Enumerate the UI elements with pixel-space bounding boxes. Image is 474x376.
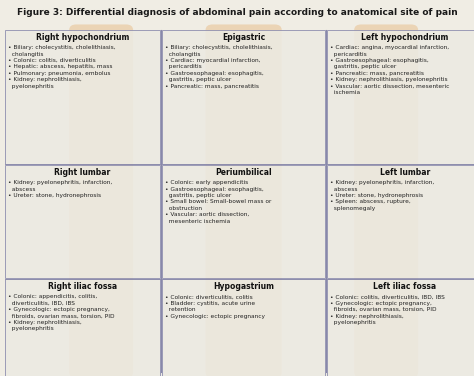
Text: • Colonic: early appendicitis
• Gastroesophageal: esophagitis,
  gastritis, pept: • Colonic: early appendicitis • Gastroes… (165, 180, 271, 223)
Text: • Biliary: cholecystitis, cholelithiasis,
  cholangitis
• Colonic: colitis, dive: • Biliary: cholecystitis, cholelithiasis… (8, 45, 115, 88)
Text: Left hypochondrium: Left hypochondrium (361, 33, 448, 42)
Text: • Colonic: diverticulitis, colitis
• Bladder: cystitis, acute urine
  retention
: • Colonic: diverticulitis, colitis • Bla… (165, 294, 265, 318)
Text: Epigastric: Epigastric (222, 33, 265, 42)
Text: • Cardiac: angina, myocardial infarction,
  pericarditis
• Gastroesophageal: eso: • Cardiac: angina, myocardial infarction… (330, 45, 449, 95)
Text: Left iliac fossa: Left iliac fossa (373, 282, 437, 291)
Text: Right hypochondrium: Right hypochondrium (36, 33, 129, 42)
Text: • Kidney: pyelonephritis, infarction,
  abscess
• Ureter: stone, hydronephrosis: • Kidney: pyelonephritis, infarction, ab… (8, 180, 112, 198)
Text: Left lumbar: Left lumbar (380, 168, 430, 177)
Text: Periumbilical: Periumbilical (215, 168, 272, 177)
Text: Right iliac fossa: Right iliac fossa (48, 282, 117, 291)
Text: Hypogastrium: Hypogastrium (213, 282, 274, 291)
Text: • Colonic: colitis, diverticulitis, IBD, IBS
• Gynecologic: ectopic pregnancy,
 : • Colonic: colitis, diverticulitis, IBD,… (330, 294, 445, 325)
Text: • Kidney: pyelonephritis, infarction,
  abscess
• Ureter: stone, hydronephrosis
: • Kidney: pyelonephritis, infarction, ab… (330, 180, 434, 211)
Text: • Biliary: cholecystitis, cholelithiasis,
  cholangitis
• Cardiac: myocardial in: • Biliary: cholecystitis, cholelithiasis… (165, 45, 273, 88)
Text: Figure 3: Differential diagnosis of abdominal pain according to anatomical site : Figure 3: Differential diagnosis of abdo… (17, 8, 457, 17)
Text: • Colonic: appendicitis, colitis,
  diverticulitis, IBD, IBS
• Gynecologic: ecto: • Colonic: appendicitis, colitis, divert… (8, 294, 114, 331)
Text: Right lumbar: Right lumbar (55, 168, 110, 177)
